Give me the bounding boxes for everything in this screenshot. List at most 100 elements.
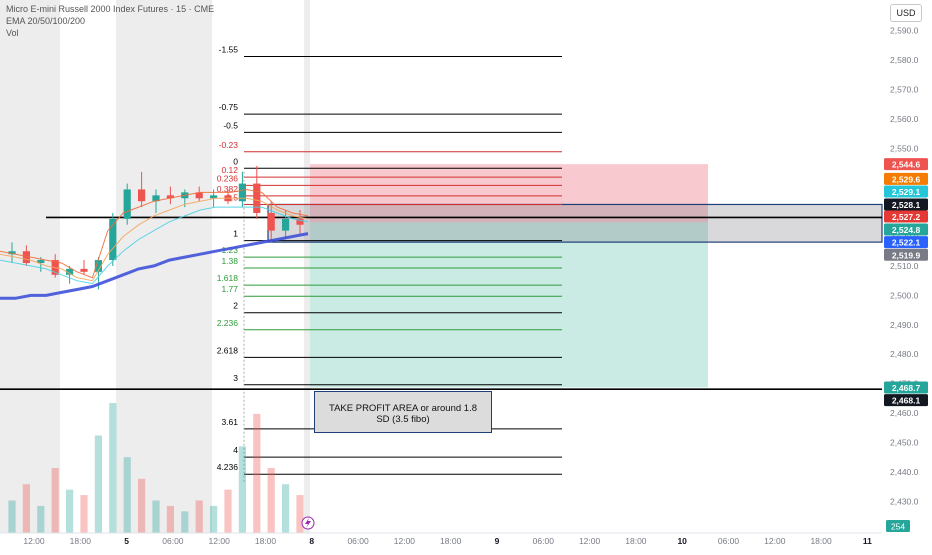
x-tick-label-6: 8: [309, 536, 314, 546]
volume-bar-18: [267, 468, 275, 533]
x-tick-label-10: 9: [495, 536, 500, 546]
volume-bar-16: [238, 446, 246, 533]
volume-bar-13: [195, 500, 203, 533]
ema-line-2[interactable]: [0, 206, 309, 285]
price-tag-7: 2,519.9: [892, 250, 921, 260]
volume-indicator-legend[interactable]: Vol: [6, 28, 19, 38]
x-tick-label-9: 18:00: [440, 536, 462, 546]
candle-body-11[interactable]: [166, 195, 174, 199]
x-tick-label-13: 18:00: [625, 536, 647, 546]
candle-body-19[interactable]: [282, 218, 290, 231]
volume-bar-2: [37, 505, 45, 533]
y-tick-label-14: 2,570.0: [890, 84, 919, 94]
volume-bar-15: [224, 489, 232, 533]
fib-level-label-6: 0.236: [217, 173, 239, 183]
x-tick-label-5: 18:00: [255, 536, 277, 546]
price-tag-4: 2,527.2: [892, 212, 921, 222]
y-tick-label-7: 2,500.0: [890, 290, 919, 300]
price-tag-5: 2,524.8: [892, 225, 921, 235]
fib-level-label-16: 2.618: [217, 345, 239, 355]
entry-range-box[interactable]: [267, 203, 883, 243]
volume-bar-1: [22, 484, 30, 533]
x-tick-label-15: 06:00: [718, 536, 740, 546]
fib-level-label-2: -0.5: [223, 120, 238, 130]
candle-body-7[interactable]: [109, 218, 117, 261]
volume-badge-bg: [886, 520, 910, 532]
candle-body-4[interactable]: [66, 268, 74, 275]
ema-line-1[interactable]: [0, 197, 309, 282]
volume-bar-20: [296, 495, 304, 533]
y-tick-label-2: 2,450.0: [890, 437, 919, 447]
fib-level-label-0: -1.55: [219, 44, 239, 54]
fib-level-label-1: -0.75: [219, 102, 239, 112]
y-tick-label-3: 2,460.0: [890, 408, 919, 418]
price-tag-6: 2,522.1: [892, 238, 921, 248]
price-tag-8: 2,468.7: [892, 383, 921, 393]
take-profit-note-line-1: TAKE PROFIT AREA or around 1.8: [328, 403, 478, 414]
candle-body-20[interactable]: [296, 218, 304, 225]
lightning-icon-glyph: [305, 518, 311, 528]
candle-body-1[interactable]: [22, 251, 30, 263]
y-tick-label-16: 2,590.0: [890, 26, 919, 36]
candle-body-9[interactable]: [138, 189, 146, 202]
ema-line-0[interactable]: [0, 188, 309, 279]
x-tick-label-14: 10: [677, 536, 687, 546]
candle-body-2[interactable]: [37, 260, 45, 263]
y-tick-label-15: 2,580.0: [890, 55, 919, 65]
fib-level-label-15: 2.236: [217, 318, 239, 328]
symbol-title: Micro E-mini Russell 2000 Index Futures …: [6, 4, 215, 14]
ema-line-3[interactable]: [0, 232, 309, 300]
candle-body-8[interactable]: [123, 189, 131, 219]
x-tick-label-17: 18:00: [810, 536, 832, 546]
x-tick-label-18: 11: [863, 536, 872, 546]
y-tick-label-6: 2,490.0: [890, 320, 919, 330]
candle-body-14[interactable]: [210, 195, 218, 199]
fib-level-label-3: -0.23: [219, 140, 239, 150]
currency-button[interactable]: USD: [890, 4, 922, 22]
y-tick-label-1: 2,440.0: [890, 467, 919, 477]
candle-body-18[interactable]: [267, 212, 275, 231]
x-tick-label-3: 06:00: [162, 536, 184, 546]
fib-level-label-19: 4: [233, 445, 238, 455]
x-tick-label-11: 06:00: [533, 536, 555, 546]
candle-body-6[interactable]: [94, 260, 102, 272]
fib-level-label-5: 0.12: [221, 165, 238, 175]
y-tick-label-5: 2,480.0: [890, 349, 919, 359]
volume-bar-6: [94, 435, 102, 533]
fib-level-label-17: 3: [233, 373, 238, 383]
volume-bar-19: [282, 484, 290, 533]
take-profit-note[interactable]: TAKE PROFIT AREA or around 1.8 SD (3.5 f…: [314, 391, 492, 433]
fib-level-label-13: 1.77: [221, 284, 238, 294]
candle-body-16[interactable]: [238, 183, 246, 202]
candle-body-13[interactable]: [195, 192, 203, 199]
candle-body-5[interactable]: [80, 268, 88, 272]
x-tick-label-16: 12:00: [764, 536, 786, 546]
candle-body-17[interactable]: [253, 183, 261, 213]
price-tag-0: 2,544.6: [892, 160, 921, 170]
price-tag-bg-4: [884, 210, 928, 223]
take-profit-zone[interactable]: [310, 222, 708, 388]
price-tag-bg-9: [884, 394, 928, 407]
volume-bar-10: [152, 500, 160, 533]
x-tick-label-8: 12:00: [394, 536, 416, 546]
volume-bar-5: [80, 495, 88, 533]
volume-bar-9: [138, 478, 146, 533]
ema-indicator-legend[interactable]: EMA 20/50/100/200: [6, 16, 86, 26]
candle-body-10[interactable]: [152, 195, 160, 202]
x-tick-label-12: 12:00: [579, 536, 601, 546]
fib-level-label-12: 1.618: [217, 273, 239, 283]
x-tick-label-7: 06:00: [347, 536, 369, 546]
fib-level-label-18: 3.61: [221, 417, 238, 427]
stop-loss-zone[interactable]: [310, 164, 708, 223]
fib-level-label-8: 0.5: [226, 192, 238, 202]
price-tag-bg-6: [884, 236, 928, 249]
price-tag-bg-2: [884, 185, 928, 198]
candle-body-0[interactable]: [8, 251, 16, 255]
session-shade-2: [304, 0, 310, 533]
price-tag-bg-7: [884, 248, 928, 261]
x-tick-label-2: 5: [124, 536, 129, 546]
session-shade-1: [116, 0, 212, 533]
price-tag-2: 2,529.1: [892, 187, 921, 197]
